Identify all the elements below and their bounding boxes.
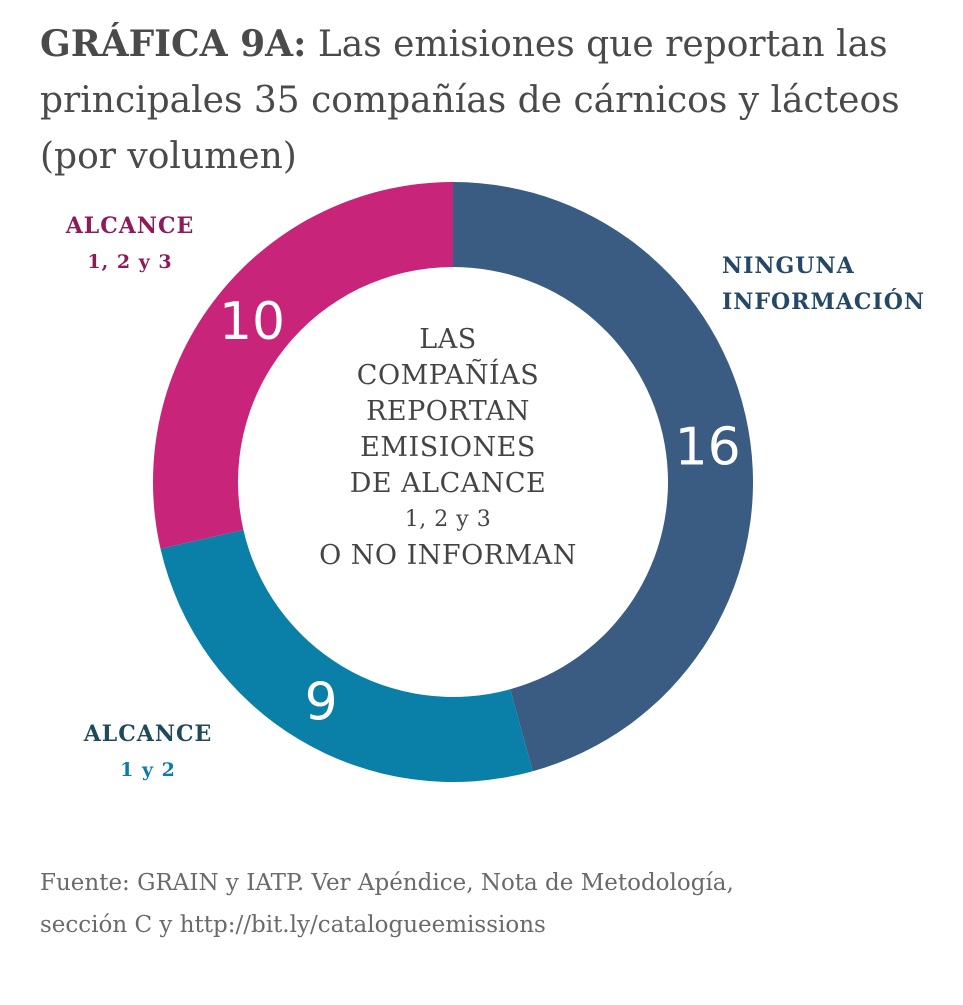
donut-center-text: LAS COMPAÑÍAS REPORTAN EMISIONES DE ALCA…: [290, 322, 606, 574]
center-text-line3: REPORTAN: [366, 396, 530, 427]
legend-label-no-information: NINGUNA INFORMACIÓN: [722, 248, 925, 320]
chart-title-lead: GRÁFICA 9A:: [40, 23, 307, 65]
center-text-line2: COMPAÑÍAS: [356, 360, 540, 391]
legend-label-no-information-line1: NINGUNA: [722, 253, 855, 279]
legend-label-scope-1-2-3-line2: 1, 2 y 3: [87, 251, 173, 273]
donut-value-label-3: 10: [219, 292, 285, 352]
center-text-line5: DE ALCANCE: [349, 468, 547, 499]
source-note-line2: sección C y http://bit.ly/catalogueemiss…: [40, 912, 546, 938]
donut-value-label-1: 16: [675, 418, 741, 478]
legend-label-no-information-line2: INFORMACIÓN: [722, 289, 925, 315]
donut-value-labels: 16 9 10: [219, 292, 741, 733]
donut-slice-1: [453, 182, 753, 772]
source-note: Fuente: GRAIN y IATP. Ver Apéndice, Nota…: [40, 862, 940, 946]
center-text-line7: O NO INFORMAN: [319, 540, 577, 571]
donut-slice-2: [160, 529, 533, 782]
center-text-line6: 1, 2 y 3: [404, 507, 492, 532]
chart-title: GRÁFICA 9A: Las emisiones que reportan l…: [40, 16, 950, 185]
donut-slices: [152, 182, 753, 782]
donut-value-label-2: 9: [305, 673, 338, 733]
center-text-line1: LAS: [419, 324, 477, 355]
legend-label-scope-1-2-3: ALCANCE 1, 2 y 3: [40, 208, 220, 280]
donut-slice-3: [152, 182, 453, 549]
chart-title-text: Las emisiones que reportan las principal…: [40, 24, 900, 177]
legend-label-scope-1-2-line1: ALCANCE: [83, 721, 213, 747]
source-note-line1: Fuente: GRAIN y IATP. Ver Apéndice, Nota…: [40, 870, 734, 896]
center-text-line4: EMISIONES: [360, 432, 536, 463]
legend-label-scope-1-2: ALCANCE 1 y 2: [58, 716, 238, 788]
legend-label-scope-1-2-3-line1: ALCANCE: [65, 213, 195, 239]
legend-label-scope-1-2-line2: 1 y 2: [120, 759, 176, 781]
